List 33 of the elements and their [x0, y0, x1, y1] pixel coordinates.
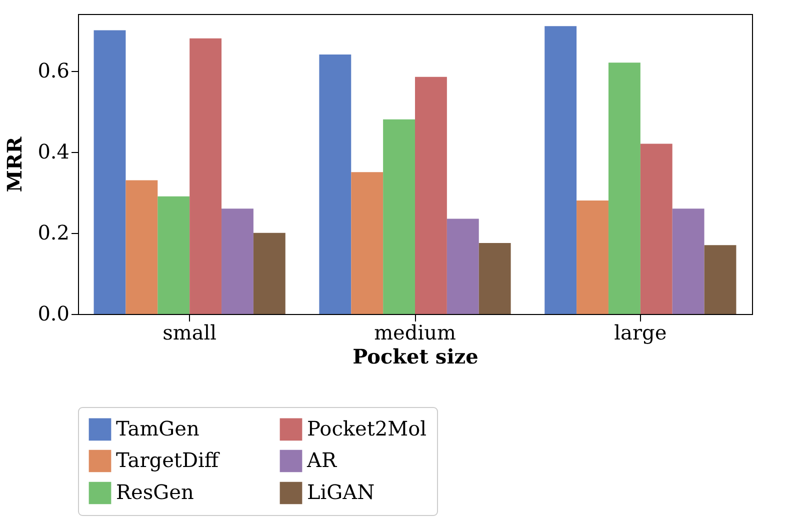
bar	[640, 144, 672, 314]
bar	[94, 30, 126, 314]
y-tick-label: 0.0	[38, 302, 70, 326]
y-tick-label: 0.4	[38, 139, 70, 164]
bar	[158, 196, 190, 314]
legend-label: AR	[306, 448, 338, 472]
bar	[576, 200, 608, 314]
y-tick-label: 0.6	[38, 58, 70, 82]
y-axis-title: MRR	[2, 136, 27, 192]
legend-label: TamGen	[116, 416, 200, 440]
x-tick-label: large	[614, 320, 667, 344]
bar	[704, 245, 736, 314]
x-axis-title: Pocket size	[352, 344, 478, 368]
legend-label: Pocket2Mol	[307, 416, 427, 440]
bar	[383, 119, 415, 314]
legend-label: LiGAN	[307, 480, 375, 504]
bar	[544, 26, 577, 314]
bar	[446, 218, 479, 314]
bar	[415, 76, 447, 314]
bar	[672, 208, 704, 314]
x-tick-label: small	[162, 320, 217, 344]
bar	[253, 232, 286, 314]
bar	[351, 172, 384, 314]
bar	[478, 243, 511, 314]
y-tick-label: 0.2	[38, 220, 70, 244]
legend-label: ResGen	[116, 480, 194, 504]
bar	[608, 62, 640, 314]
bar	[126, 180, 158, 314]
bar	[190, 38, 222, 314]
legend-label: TargetDiff	[116, 448, 220, 472]
bar	[319, 54, 352, 314]
x-tick-label: medium	[374, 320, 456, 344]
bar	[222, 208, 254, 314]
